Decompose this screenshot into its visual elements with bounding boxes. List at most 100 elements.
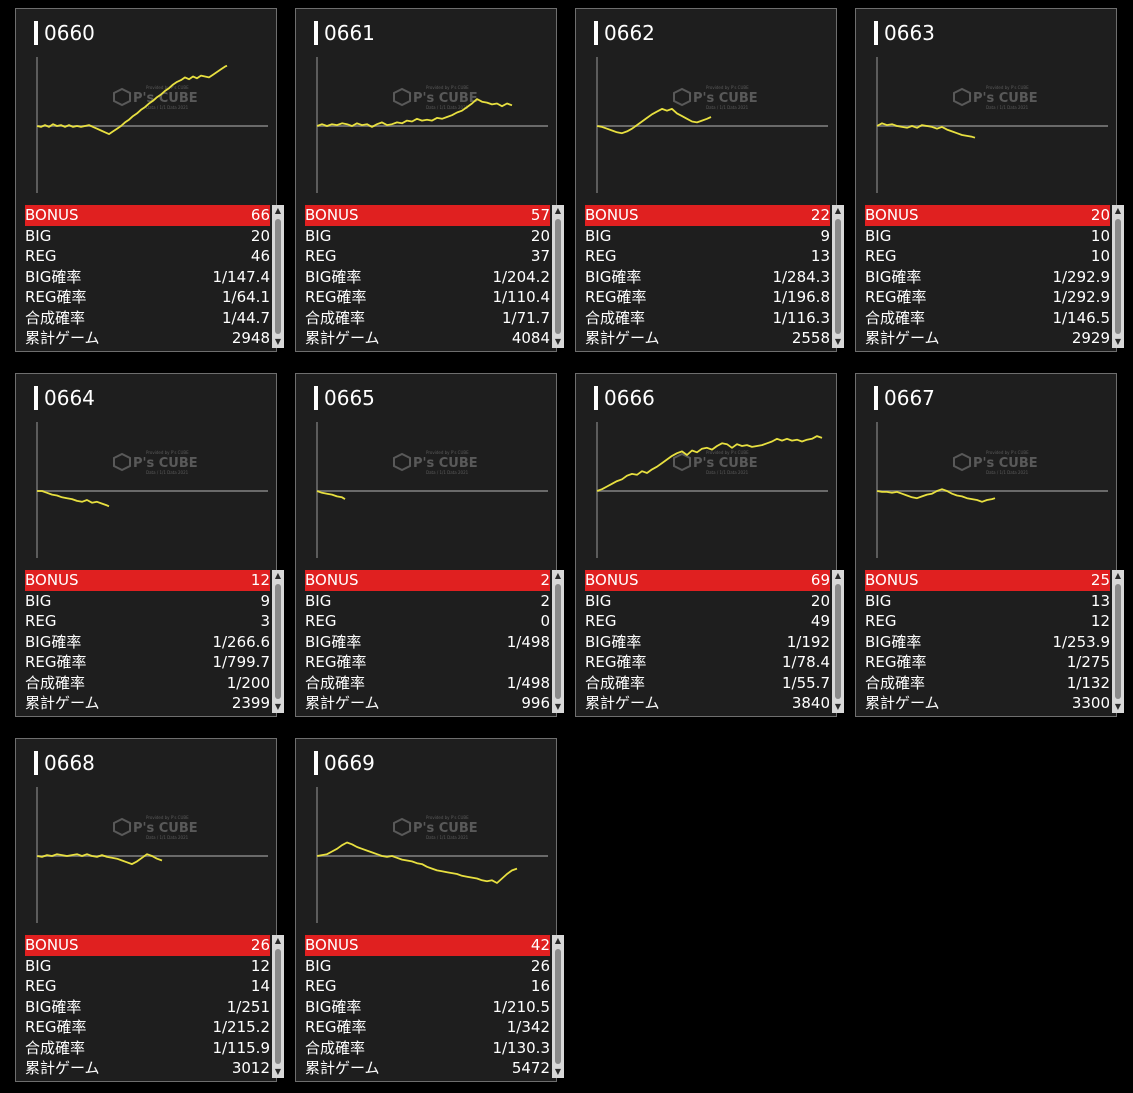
- scroll-down-arrow-icon[interactable]: ▼: [554, 337, 562, 346]
- stat-label: BIG: [585, 226, 612, 245]
- stat-value: 1/196.8: [772, 288, 830, 306]
- scroll-up-arrow-icon[interactable]: ▲: [1114, 571, 1122, 580]
- scrollbar[interactable]: ▲ ▼: [832, 205, 844, 348]
- scrollbar[interactable]: ▲ ▼: [552, 570, 564, 713]
- scroll-thumb[interactable]: [1115, 584, 1121, 699]
- machine-number[interactable]: 0668: [34, 750, 95, 776]
- scroll-thumb[interactable]: [275, 949, 281, 1064]
- scroll-up-arrow-icon[interactable]: ▲: [274, 206, 282, 215]
- machine-number[interactable]: 0663: [874, 20, 935, 46]
- stat-value: 1/78.4: [782, 653, 830, 671]
- stat-value: 9: [820, 226, 830, 245]
- cube-icon: [113, 452, 131, 472]
- scroll-up-arrow-icon[interactable]: ▲: [1114, 206, 1122, 215]
- scroll-down-arrow-icon[interactable]: ▼: [274, 702, 282, 711]
- scroll-thumb[interactable]: [555, 584, 561, 699]
- scroll-thumb[interactable]: [555, 219, 561, 334]
- scroll-thumb[interactable]: [835, 584, 841, 699]
- machine-card-0667[interactable]: 0667 P's CUBE Provided by P's CUBE Data / …: [855, 373, 1124, 717]
- machine-number[interactable]: 0661: [314, 20, 375, 46]
- scroll-down-arrow-icon[interactable]: ▼: [274, 337, 282, 346]
- stat-label: BIG: [305, 956, 332, 975]
- machine-number[interactable]: 0660: [34, 20, 95, 46]
- machine-number[interactable]: 0666: [594, 385, 655, 411]
- stat-label: BIG確率: [25, 267, 82, 286]
- slump-graph: P's CUBE Provided by P's CUBE Data / 1/1 D…: [874, 420, 1110, 562]
- scroll-thumb[interactable]: [835, 219, 841, 334]
- stat-row-games: 累計ゲーム 3012: [25, 1058, 270, 1079]
- stats-table: BONUS 12 BIG 9 REG 3 BIG確率 1/266.6 REG確率…: [25, 570, 270, 713]
- machine-card-0665[interactable]: 0665 P's CUBE Provided by P's CUBE Data / …: [295, 373, 564, 717]
- scroll-up-arrow-icon[interactable]: ▲: [274, 936, 282, 945]
- scrollbar[interactable]: ▲ ▼: [832, 570, 844, 713]
- scroll-down-arrow-icon[interactable]: ▼: [1114, 337, 1122, 346]
- stat-value: 26: [530, 956, 550, 975]
- scroll-up-arrow-icon[interactable]: ▲: [834, 206, 842, 215]
- stat-value: 1/55.7: [782, 673, 830, 692]
- scroll-down-arrow-icon[interactable]: ▼: [834, 337, 842, 346]
- machine-number-text: 0661: [324, 21, 375, 45]
- scroll-up-arrow-icon[interactable]: ▲: [554, 571, 562, 580]
- stat-row-big-rate: BIG確率 1/266.6: [25, 632, 270, 653]
- scroll-down-arrow-icon[interactable]: ▼: [554, 702, 562, 711]
- watermark-brand: P's CUBE: [973, 456, 1038, 471]
- scroll-thumb[interactable]: [1115, 219, 1121, 334]
- scroll-thumb[interactable]: [275, 219, 281, 334]
- watermark-top-line: Provided by P's CUBE: [426, 450, 469, 455]
- stat-row-bonus: BONUS 42: [305, 935, 550, 956]
- stat-label: BIG確率: [585, 267, 642, 286]
- watermark-brand: P's CUBE: [133, 456, 198, 471]
- slump-line: [36, 853, 163, 865]
- title-marker: [314, 21, 318, 45]
- machine-card-0666[interactable]: 0666 P's CUBE Provided by P's CUBE Data / …: [575, 373, 844, 717]
- watermark-top-line: Provided by P's CUBE: [986, 85, 1029, 90]
- scroll-down-arrow-icon[interactable]: ▼: [834, 702, 842, 711]
- machine-number[interactable]: 0667: [874, 385, 935, 411]
- stat-value: 0: [540, 612, 550, 630]
- scrollbar[interactable]: ▲ ▼: [272, 205, 284, 348]
- watermark-bottom-line: Data / 1/1 Data 2021: [146, 105, 189, 110]
- machine-card-0668[interactable]: 0668 P's CUBE Provided by P's CUBE Data / …: [15, 738, 284, 1082]
- scrollbar[interactable]: ▲ ▼: [272, 570, 284, 713]
- stat-row-total-rate: 合成確率 1/55.7: [585, 673, 830, 694]
- machine-number-text: 0667: [884, 386, 935, 410]
- watermark-top-line: Provided by P's CUBE: [986, 450, 1029, 455]
- machine-number-text: 0669: [324, 751, 375, 775]
- scrollbar[interactable]: ▲ ▼: [552, 205, 564, 348]
- machine-number[interactable]: 0664: [34, 385, 95, 411]
- scroll-thumb[interactable]: [275, 584, 281, 699]
- scroll-up-arrow-icon[interactable]: ▲: [554, 936, 562, 945]
- watermark-brand: P's CUBE: [413, 456, 478, 471]
- scrollbar[interactable]: ▲ ▼: [1112, 205, 1124, 348]
- scroll-thumb[interactable]: [555, 949, 561, 1064]
- cube-icon: [953, 87, 971, 107]
- machine-number[interactable]: 0669: [314, 750, 375, 776]
- machine-card-0664[interactable]: 0664 P's CUBE Provided by P's CUBE Data / …: [15, 373, 284, 717]
- stat-row-games: 累計ゲーム 2929: [865, 328, 1110, 349]
- machine-card-0663[interactable]: 0663 P's CUBE Provided by P's CUBE Data / …: [855, 8, 1124, 352]
- scrollbar[interactable]: ▲ ▼: [1112, 570, 1124, 713]
- scrollbar[interactable]: ▲ ▼: [272, 935, 284, 1078]
- scroll-up-arrow-icon[interactable]: ▲: [554, 206, 562, 215]
- scrollbar[interactable]: ▲ ▼: [552, 935, 564, 1078]
- stat-label: REG: [585, 247, 617, 265]
- watermark-brand: P's CUBE: [693, 91, 758, 106]
- machine-number[interactable]: 0662: [594, 20, 655, 46]
- stat-label: REG確率: [585, 653, 647, 671]
- scroll-up-arrow-icon[interactable]: ▲: [274, 571, 282, 580]
- stat-value: 12: [1090, 612, 1110, 630]
- scroll-up-arrow-icon[interactable]: ▲: [834, 571, 842, 580]
- scroll-down-arrow-icon[interactable]: ▼: [274, 1067, 282, 1076]
- stat-value: 9: [260, 591, 270, 610]
- machine-card-0662[interactable]: 0662 P's CUBE Provided by P's CUBE Data / …: [575, 8, 844, 352]
- scroll-down-arrow-icon[interactable]: ▼: [1114, 702, 1122, 711]
- stat-row-games: 累計ゲーム 2558: [585, 328, 830, 349]
- machine-card-0669[interactable]: 0669 P's CUBE Provided by P's CUBE Data / …: [295, 738, 564, 1082]
- machine-number[interactable]: 0665: [314, 385, 375, 411]
- scroll-down-arrow-icon[interactable]: ▼: [554, 1067, 562, 1076]
- stat-value: 2: [540, 591, 550, 610]
- machine-card-0661[interactable]: 0661 P's CUBE Provided by P's CUBE Data / …: [295, 8, 564, 352]
- machine-card-0660[interactable]: 0660 P's CUBE Provided by P's CUBE Data / …: [15, 8, 284, 352]
